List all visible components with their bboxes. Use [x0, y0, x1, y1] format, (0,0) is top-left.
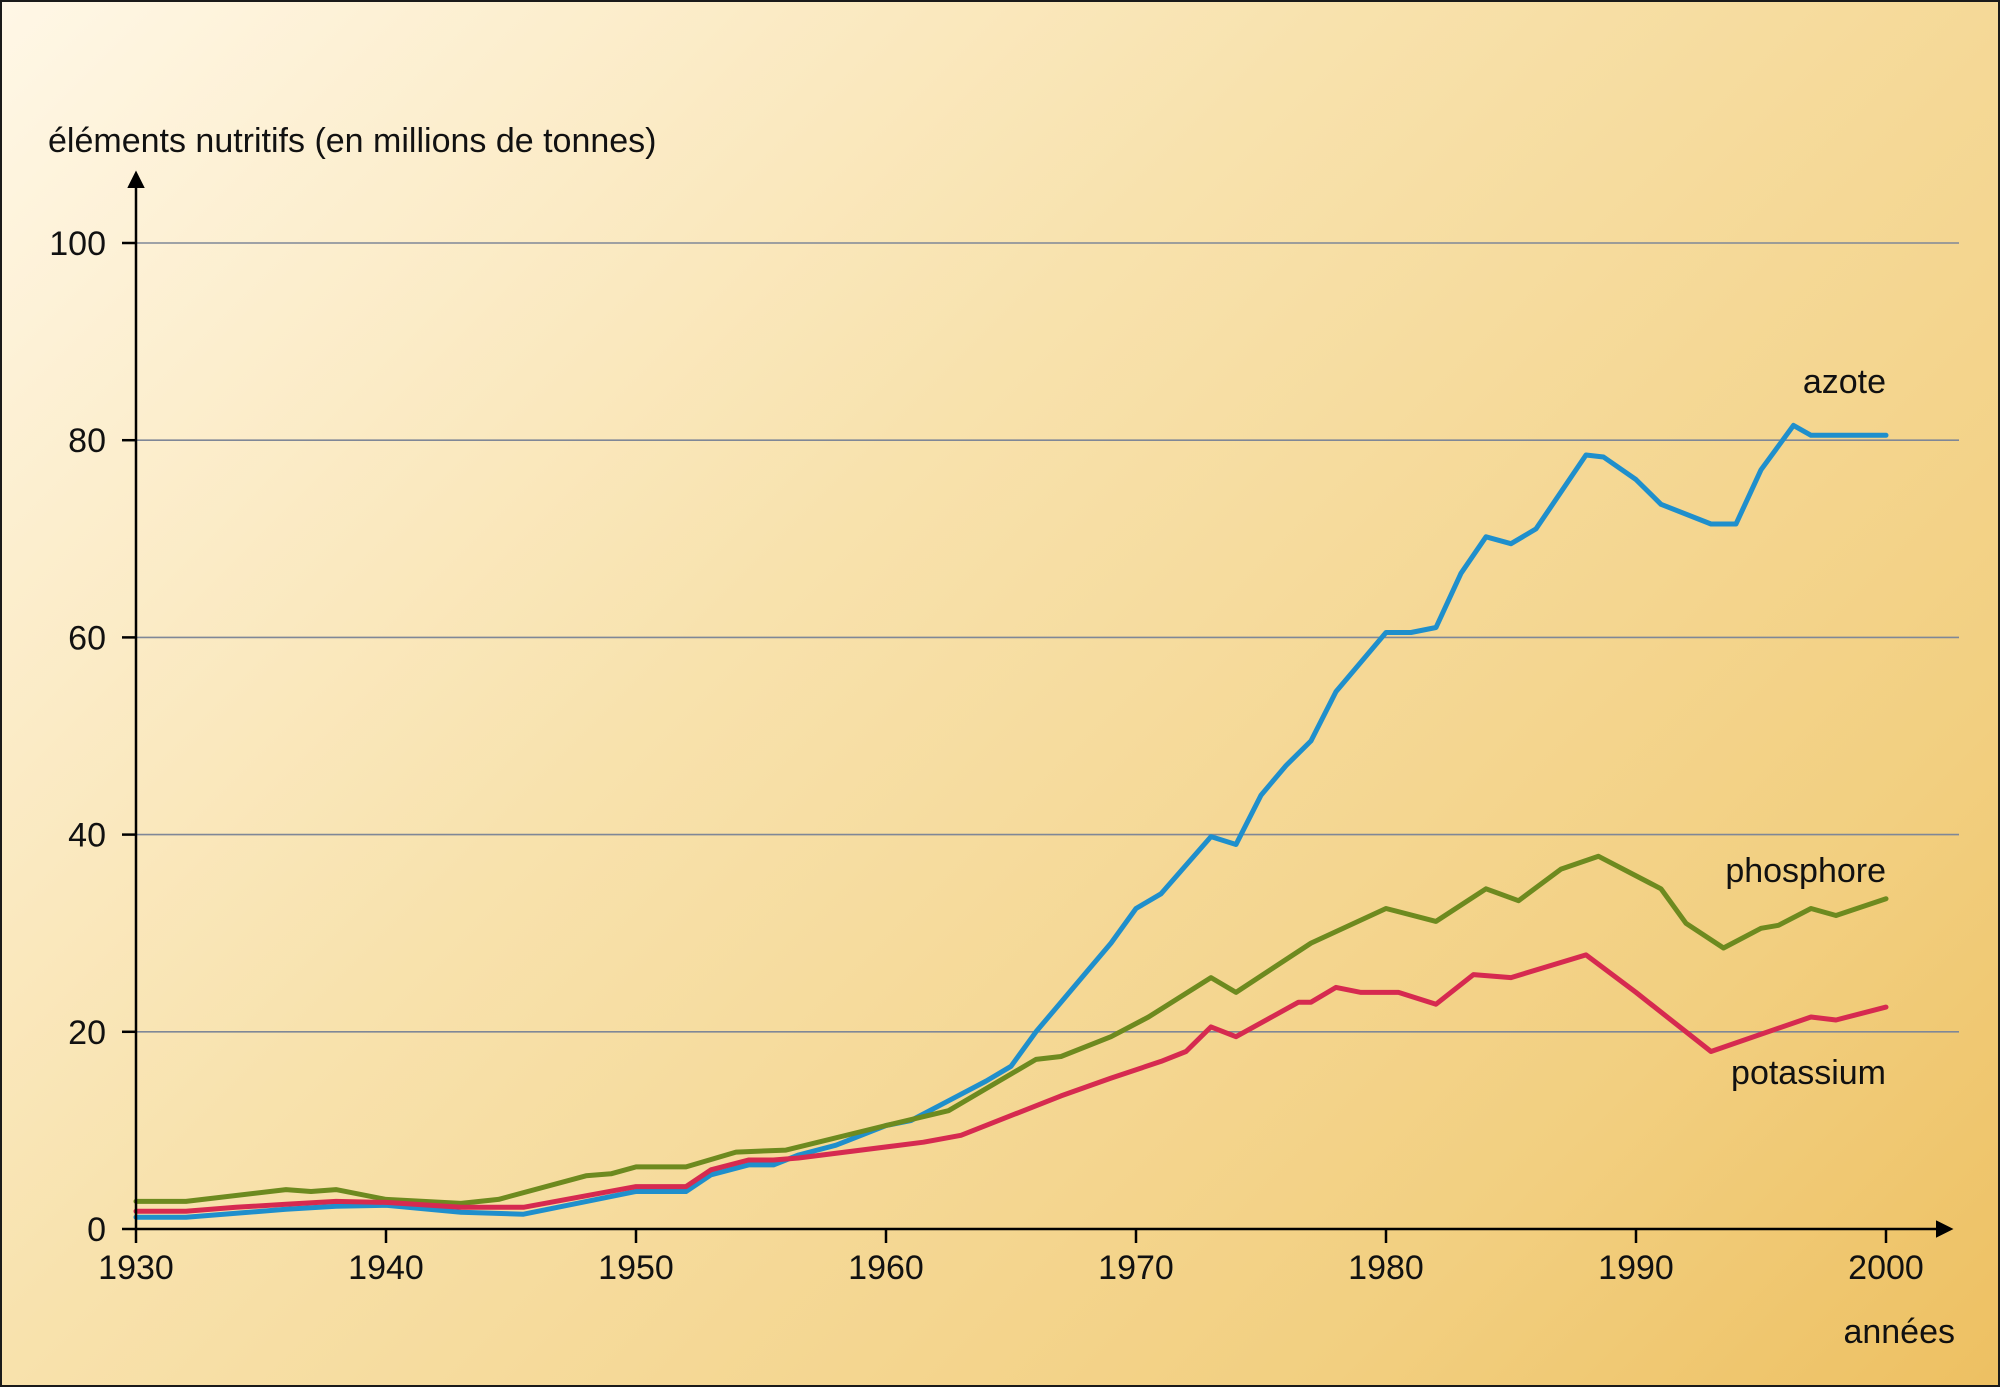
- y-axis-title: éléments nutritifs (en millions de tonne…: [48, 122, 657, 160]
- series-label-potassium: potassium: [1731, 1054, 1886, 1092]
- x-tick-label-1930: 1930: [98, 1249, 174, 1287]
- y-tick-label-20: 20: [68, 1014, 106, 1052]
- series-label-azote: azote: [1803, 363, 1886, 401]
- series-labels: azote phosphore potassium: [1725, 363, 1886, 1092]
- series-line-azote: [133, 422, 1889, 1220]
- series-lines: [133, 422, 1889, 1220]
- y-tick-label-80: 80: [68, 422, 106, 460]
- x-tick-label-1970: 1970: [1098, 1249, 1174, 1287]
- x-tick-label-1960: 1960: [848, 1249, 924, 1287]
- x-tick-label-1950: 1950: [598, 1249, 674, 1287]
- x-tick-label-1940: 1940: [348, 1249, 424, 1287]
- y-tick-label-100: 100: [49, 225, 106, 263]
- series-label-phosphore: phosphore: [1725, 852, 1886, 890]
- y-tick-label-0: 0: [87, 1211, 106, 1249]
- x-tick-label-1980: 1980: [1348, 1249, 1424, 1287]
- axis-ticks: 1930 1940 1950 1960 1970 1980 1990 2000 0 20 40 60 8…: [49, 225, 1924, 1287]
- y-tick-label-40: 40: [68, 817, 106, 855]
- y-tick-label-60: 60: [68, 619, 106, 657]
- x-tick-label-1990: 1990: [1598, 1249, 1674, 1287]
- gridlines: [136, 242, 1959, 1033]
- x-tick-label-2000: 2000: [1848, 1249, 1924, 1287]
- series-line-phosphore: [133, 853, 1889, 1206]
- x-axis-title: années: [1843, 1313, 1955, 1351]
- series-line-potassium: [133, 952, 1889, 1214]
